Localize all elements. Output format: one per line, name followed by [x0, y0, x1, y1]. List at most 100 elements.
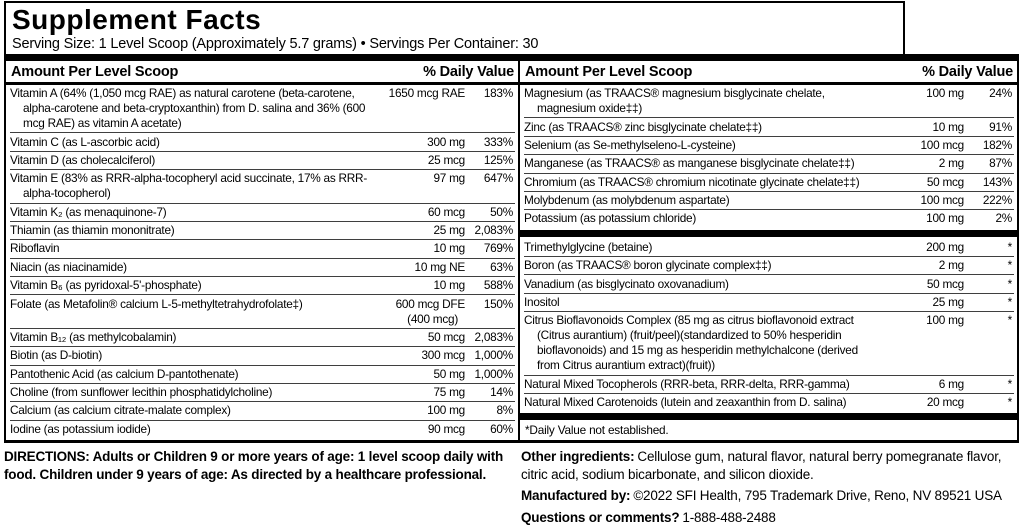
ingredient-daily-value: 24% [989, 86, 1012, 101]
ingredient-amount-primary: 25 mg [932, 294, 964, 309]
ingredient-name: Selenium (as Se-methylseleno-L-cysteine) [524, 137, 736, 152]
ingredient-name: Thiamin (as thiamin mononitrate) [10, 223, 175, 238]
ingredient-name: Riboflavin [10, 241, 60, 256]
ingredient-name: Vitamin B₆ (as pyridoxal-5'-phosphate) [10, 278, 202, 293]
label-footer: DIRECTIONS: Adults or Children 9 or more… [4, 448, 1020, 530]
ingredient-amount-primary: 100 mg [926, 86, 964, 101]
ingredient-amount-primary: 100 mg [926, 313, 964, 328]
other-ingredients-text: Cellulose gum, natural flavor, natural b… [521, 449, 1002, 482]
table-row: Citrus Bioflavonoids Complex (85 mg as c… [524, 311, 1014, 374]
manufactured-by-label: Manufactured by: [521, 488, 631, 504]
ingredient-amount-primary: 90 mcg [427, 421, 465, 436]
table-row: Biotin (as D-biotin) 300 mcg 1,000% [10, 346, 515, 364]
ingredient-amount-primary: 97 mg [433, 171, 465, 186]
ingredient-amount: 10 mg NE [379, 259, 466, 275]
serving-size-line: Serving Size: 1 Level Scoop (Approximate… [12, 36, 539, 52]
ingredient-daily-value: 2,083% [474, 223, 513, 238]
ingredient-amount: 2 mg [878, 258, 964, 273]
table-row: Vitamin K₂ (as menaquinone-7) 60 mcg 50% [10, 202, 515, 221]
ingredient-name: Natural Mixed Tocopherols (RRR-beta, RRR… [524, 376, 850, 391]
daily-value-footnote: *Daily Value not established. [525, 423, 669, 438]
ingredient-name: Vitamin B₁₂ (as methylcobalamin) [10, 329, 177, 344]
column-header-amount: Amount Per Level Scoop [525, 64, 693, 80]
ingredient-daily-value: 150% [483, 296, 513, 311]
ingredient-daily-value: 125% [483, 152, 513, 167]
ingredient-amount-primary: 100 mcg [920, 137, 965, 152]
ingredient-daily-value: 91% [989, 119, 1012, 134]
ingredient-daily-value: 1,000% [474, 366, 513, 381]
ingredient-daily-value: 60% [490, 421, 513, 436]
table-row: Folate (as Metafolin® calcium L-5-methyl… [10, 294, 515, 327]
ingredient-daily-value: 50% [490, 204, 513, 219]
ingredient-daily-value: * [1007, 258, 1013, 273]
ingredient-name: Pantothenic Acid (as calcium D-pantothen… [10, 366, 239, 381]
ingredient-amount: 300 mcg [379, 348, 466, 363]
ingredient-daily-value: 769% [483, 241, 513, 256]
ingredient-daily-value: 14% [490, 385, 513, 400]
ingredient-amount-primary: 6 mg [938, 376, 964, 391]
table-row: Boron (as TRAACS® boron glycinate comple… [524, 256, 1014, 274]
ingredient-amount: 97 mg [379, 171, 465, 186]
ingredient-name: Inositol [524, 294, 560, 309]
manufactured-by-line: Manufactured by: ©2022 SFI Health, 795 Tr… [521, 487, 1020, 505]
table-row: Inositol 25 mg * [524, 292, 1014, 311]
table-row: Potassium (as potassium chloride) 100 mg… [524, 209, 1014, 227]
table-row: Vitamin A (64% (1,050 mcg RAE) as natura… [10, 85, 515, 132]
ingredient-name: Vitamin C (as L-ascorbic acid) [10, 134, 160, 149]
ingredient-name: Choline (from sunflower lecithin phospha… [10, 385, 273, 400]
ingredient-amount-primary: 1650 mcg RAE [388, 86, 466, 101]
ingredient-amount: 10 mg [878, 120, 964, 135]
ingredient-amount-primary: 50 mcg [926, 276, 964, 291]
right-rows-minerals: Magnesium (as TRAACS® magnesium bisglyci… [520, 85, 1017, 228]
ingredient-amount-primary: 300 mcg [421, 348, 466, 363]
ingredient-daily-value: 182% [982, 137, 1012, 152]
facts-column-left: Amount Per Level Scoop % Daily Value Vit… [6, 61, 520, 441]
ingredient-amount-primary: 100 mg [427, 403, 465, 418]
ingredient-name: Vitamin K₂ (as menaquinone-7) [10, 204, 167, 219]
manufactured-by-text: ©2022 SFI Health, 795 Trademark Drive, R… [633, 488, 1002, 504]
ingredient-daily-value: * [1007, 276, 1013, 291]
ingredient-name: Trimethylglycine (betaine) [524, 239, 653, 254]
ingredient-name: Folate (as Metafolin® calcium L-5-methyl… [10, 296, 303, 311]
ingredient-amount: 50 mcg [878, 175, 964, 190]
supplement-facts-panel: Supplement Facts Serving Size: 1 Level S… [4, 1, 1019, 444]
column-header-right: Amount Per Level Scoop % Daily Value [520, 61, 1017, 85]
ingredient-daily-value: 2,083% [474, 329, 513, 344]
ingredient-amount-primary: 50 mg [433, 366, 465, 381]
ingredient-amount-primary: 10 mg NE [414, 259, 466, 274]
ingredient-daily-value: 63% [490, 259, 513, 274]
ingredient-name: Vitamin A (64% (1,050 mcg RAE) as natura… [10, 86, 366, 131]
ingredient-amount-secondary: (400 mcg) [407, 311, 458, 326]
ingredient-amount-primary: 2 mg [938, 258, 964, 273]
table-row: Vitamin B₁₂ (as methylcobalamin) 50 mcg … [10, 327, 515, 346]
table-row: Choline (from sunflower lecithin phospha… [10, 382, 515, 401]
ingredient-name: Molybdenum (as molybdenum aspartate) [524, 193, 730, 208]
ingredient-name: Vanadium (as bisglycinato oxovanadium) [524, 276, 729, 291]
ingredient-amount-primary: 300 mg [427, 134, 465, 149]
table-row: Magnesium (as TRAACS® magnesium bisglyci… [524, 85, 1014, 117]
ingredient-amount: 90 mcg [379, 422, 465, 437]
ingredient-amount: 50 mcg [379, 330, 465, 345]
table-row: Chromium (as TRAACS® chromium nicotinate… [524, 172, 1014, 191]
section-divider-bar [520, 413, 1017, 421]
ingredient-daily-value: * [1007, 376, 1013, 391]
table-row: Natural Mixed Tocopherols (RRR-beta, RRR… [524, 374, 1014, 393]
ingredient-amount-primary: 2 mg [938, 156, 964, 171]
ingredient-name: Potassium (as potassium chloride) [524, 211, 697, 226]
ingredient-amount-primary: 50 mcg [427, 329, 465, 344]
column-header-left: Amount Per Level Scoop % Daily Value [6, 61, 518, 85]
facts-column-right: Amount Per Level Scoop % Daily Value Mag… [520, 61, 1017, 440]
ingredient-name: Vitamin D (as cholecalciferol) [10, 152, 156, 167]
ingredient-amount: 300 mg [379, 135, 465, 150]
ingredient-name: Niacin (as niacinamide) [10, 259, 127, 274]
ingredient-daily-value: 143% [982, 174, 1012, 189]
ingredient-amount: 75 mg [379, 385, 465, 400]
ingredient-amount: 50 mcg [878, 277, 964, 292]
ingredient-amount-primary: 10 mg [433, 241, 465, 256]
table-row: Calcium (as calcium citrate-malate compl… [10, 401, 515, 419]
ingredient-amount-primary: 100 mcg [920, 193, 965, 208]
ingredient-amount-primary: 10 mg [932, 119, 964, 134]
table-row: Thiamin (as thiamin mononitrate) 25 mg 2… [10, 220, 515, 239]
table-row: Manganese (as TRAACS® as manganese bisgl… [524, 154, 1014, 172]
table-row: Zinc (as TRAACS® zinc bisglycinate chela… [524, 117, 1014, 135]
